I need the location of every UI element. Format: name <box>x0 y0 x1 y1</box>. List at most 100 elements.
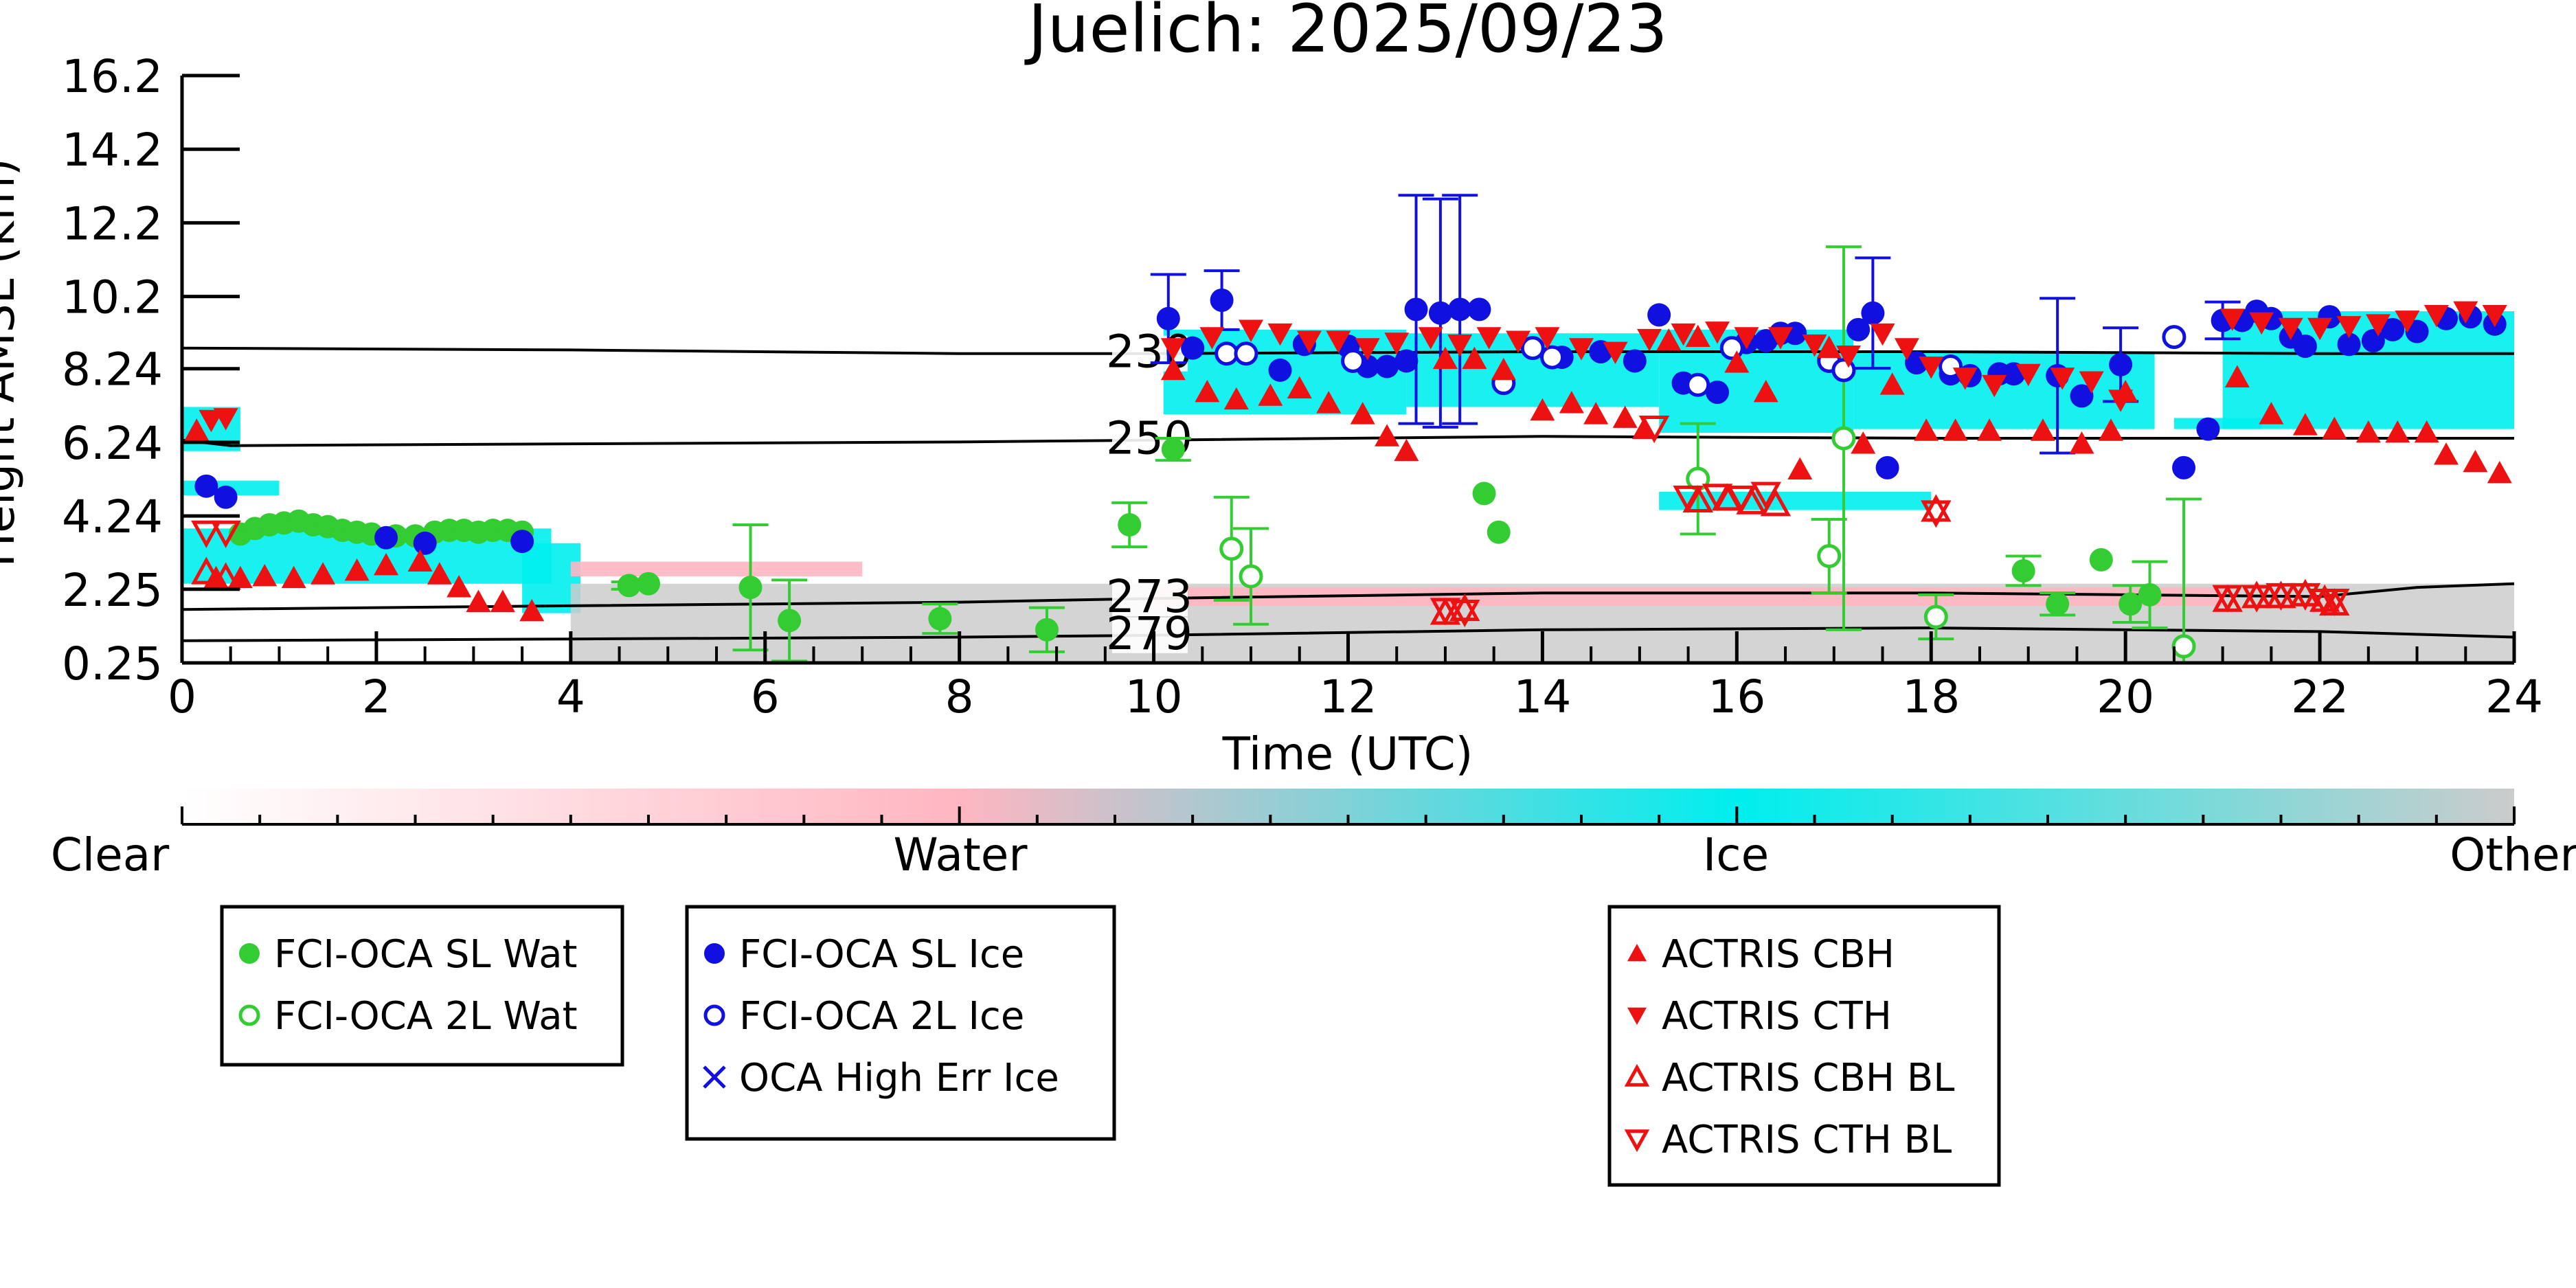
x-tick-label-3: 6 <box>751 670 780 723</box>
point-actris-cbh-54 <box>2463 449 2488 473</box>
point-fci-oca-sl-wat-29 <box>2011 558 2035 583</box>
point-actris-cth-bl-7 <box>1726 485 1757 513</box>
point-actris-cbh-4 <box>281 565 306 589</box>
point-actris-cth-32 <box>2108 389 2134 412</box>
point-fci-oca-sl-ice-50 <box>2381 317 2405 341</box>
point-actris-cth-bl-2 <box>1430 598 1461 626</box>
legend-marker-fci-oca-2l-wat <box>238 1004 260 1026</box>
point-fci-oca-sl-ice-28 <box>1846 317 1871 341</box>
point-actris-cth-41 <box>2453 301 2478 324</box>
legend-label-fci-oca-2l-wat: FCI-OCA 2L Wat <box>274 994 578 1039</box>
legend-marker-actris-cth-bl <box>1624 1129 1650 1153</box>
point-actris-cth-40 <box>2424 305 2449 328</box>
point-fci-oca-sl-ice-14 <box>1404 297 1428 321</box>
point-actris-cth-25 <box>1894 338 1919 361</box>
point-actris-cbh-18 <box>1287 376 1312 399</box>
colorbar-label-water: Water <box>893 828 1028 881</box>
colorbar-labels: Clear Water Ice Other <box>51 828 2576 881</box>
point-fci-oca-sl-ice-0 <box>194 474 218 498</box>
x-tick-label-1: 2 <box>362 670 391 723</box>
point-actris-cbh-11 <box>466 589 491 612</box>
point-fci-oca-2l-ice-4 <box>1520 336 1545 361</box>
point-actris-cbh-51 <box>2385 420 2410 443</box>
point-fci-oca-sl-ice-21 <box>1647 303 1671 327</box>
x-tick-label-7: 14 <box>1513 670 1571 723</box>
point-actris-cbh-31 <box>1656 328 1682 351</box>
point-actris-cth-0 <box>199 409 224 433</box>
point-fci-oca-sl-ice-2 <box>374 526 398 550</box>
point-actris-cbh-21 <box>1375 424 1400 447</box>
point-actris-cbh-50 <box>2355 420 2381 443</box>
legend-frame-1 <box>220 905 624 1067</box>
point-actris-cth-24 <box>1870 323 1895 346</box>
point-actris-cth-17 <box>1637 328 1662 352</box>
point-actris-cbh-bl-0 <box>191 556 222 585</box>
contour-label-bg-273 <box>1112 580 1188 617</box>
point-actris-cbh-34 <box>1753 380 1778 403</box>
point-actris-cbh-22 <box>1394 438 1419 462</box>
point-actris-cbh-0 <box>184 418 210 441</box>
point-actris-cbh-33 <box>1724 350 1750 373</box>
point-actris-cbh-55 <box>2487 460 2512 484</box>
colorbar-label-other: Other <box>2450 828 2576 881</box>
legend-label-actris-cth: ACTRIS CTH <box>1662 994 1892 1039</box>
point-fci-oca-sl-wat-33 <box>2138 583 2162 607</box>
legend-frame-3 <box>1607 905 2001 1187</box>
legend-marker-actris-cbh <box>1627 944 1647 962</box>
x-tick-label-0: 0 <box>168 670 196 723</box>
point-actris-cbh-28 <box>1583 402 1609 425</box>
point-actris-cth-bl-1 <box>210 520 241 548</box>
point-fci-oca-sl-ice-48 <box>2337 332 2361 357</box>
point-actris-cth-14 <box>1535 327 1560 350</box>
colorbar-ticks <box>181 806 2516 826</box>
contour-label-279: 279 <box>1106 607 1193 660</box>
point-fci-oca-sl-ice-4 <box>510 530 534 554</box>
point-fci-oca-sl-ice-46 <box>2293 334 2317 358</box>
point-actris-cbh-10 <box>447 575 472 598</box>
series-actris-cbh <box>184 324 2512 622</box>
contour-label-273: 273 <box>1106 570 1193 623</box>
legend-label-fci-oca-sl-ice: FCI-OCA SL Ice <box>739 932 1024 977</box>
point-fci-oca-2l-ice-11 <box>2162 325 2187 350</box>
cloud-type-colorbar: Clear Water Ice Other <box>51 789 2576 881</box>
point-actris-cbh-49 <box>2322 416 2347 440</box>
point-fci-oca-sl-ice-12 <box>1375 354 1399 379</box>
legend-box-1: FCI-OCA SL Wat FCI-OCA 2L Wat <box>220 905 624 1067</box>
point-actris-cbh-32 <box>1685 324 1710 347</box>
point-actris-cbh-13 <box>519 598 545 622</box>
point-actris-cth-bl-6 <box>1702 484 1733 512</box>
point-actris-cth-42 <box>2482 305 2507 328</box>
point-fci-oca-sl-wat-26 <box>1161 438 1185 462</box>
point-actris-cth-5 <box>1267 323 1293 346</box>
point-actris-cth-4 <box>1239 319 1264 342</box>
point-actris-cth-35 <box>2278 317 2303 341</box>
point-fci-oca-sl-wat-27 <box>1472 482 1496 506</box>
point-actris-cth-bl-11 <box>2241 585 2272 613</box>
point-actris-cbh-17 <box>1258 383 1283 406</box>
point-actris-cth-bl-3 <box>1449 600 1480 628</box>
point-actris-cth-20 <box>1734 327 1759 350</box>
point-actris-cbh-25 <box>1491 357 1516 381</box>
point-actris-cth-9 <box>1384 332 1410 355</box>
point-actris-cth-15 <box>1569 338 1594 361</box>
legend-marker-fci-oca-2l-ice <box>703 1004 725 1026</box>
point-actris-cth-36 <box>2307 317 2333 341</box>
point-actris-cth-bl-12 <box>2266 583 2296 611</box>
legend-marker-fci-oca-sl-ice <box>704 943 725 964</box>
legend-box-3: ACTRIS CBH ACTRIS CTH ACTRIS CBH BL ACTRIS … <box>1607 905 2001 1187</box>
data-series <box>184 194 2512 664</box>
point-actris-cbh-35 <box>1787 457 1813 479</box>
point-actris-cth-1 <box>213 408 238 431</box>
legend-label-actris-cth-bl: ACTRIS CTH BL <box>1662 1118 1952 1162</box>
point-fci-oca-2l-wat-0 <box>1219 536 1244 561</box>
point-actris-cth-39 <box>2395 310 2420 333</box>
contour-label-bg-279 <box>1112 617 1188 653</box>
point-fci-oca-sl-wat-31 <box>2089 547 2113 572</box>
point-actris-cbh-23 <box>1432 346 1458 370</box>
series-actris-cth-bl <box>191 416 2350 628</box>
x-tick-label-12: 24 <box>2485 670 2543 723</box>
point-actris-cth-31 <box>2079 371 2104 394</box>
point-actris-cbh-bl-3 <box>1449 594 1480 622</box>
x-axis-label: Time (UTC) <box>1222 727 1473 780</box>
legend-label-fci-oca-2l-ice: FCI-OCA 2L Ice <box>739 994 1024 1039</box>
